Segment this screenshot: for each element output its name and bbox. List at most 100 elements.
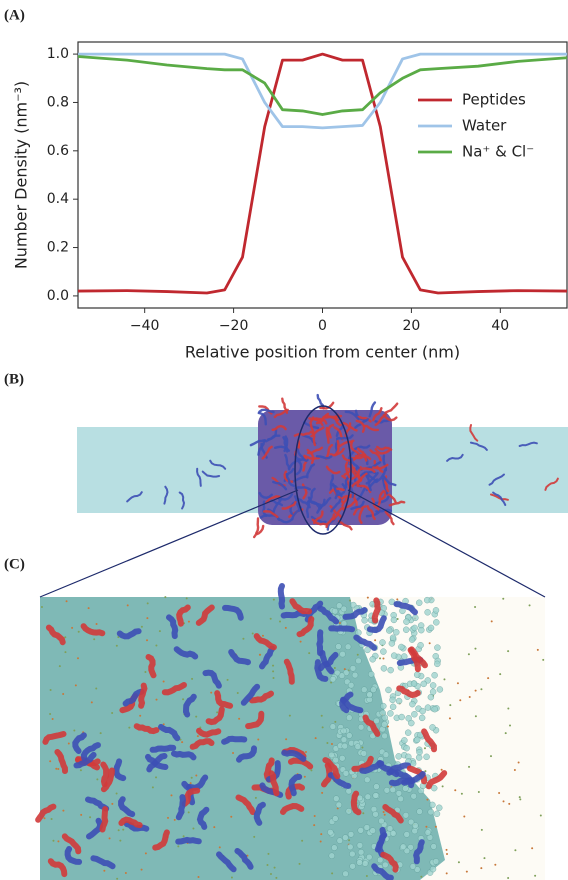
ion [313,824,316,827]
water-bead [333,795,340,802]
water-bead [387,710,394,717]
ion [440,768,443,771]
ion [43,817,46,820]
ion [507,707,510,710]
peptide [118,816,143,829]
ion [434,825,437,828]
water-bead [403,847,411,855]
ion [195,774,198,777]
water-bead [385,627,393,634]
water-bead [403,618,410,625]
ion [65,600,68,603]
series-line [77,55,568,116]
peptide [329,447,345,457]
water-bead [386,825,394,832]
ion [155,776,158,779]
peptide [118,796,136,818]
water-bead [382,861,389,869]
series-line [78,52,567,130]
ion [424,770,427,773]
y-tick-label: 0.2 [47,240,69,256]
peptide [235,794,256,815]
ion [116,877,119,880]
ion [445,872,448,875]
ion [465,870,468,873]
peptide [259,645,276,670]
peptide [380,851,399,873]
water-bead [346,732,353,739]
peptide [362,714,381,737]
ion [423,747,426,750]
water-bead [363,824,371,831]
water-bead [429,865,437,873]
ion [362,812,365,815]
water-bead [389,634,397,642]
peptide [138,682,148,709]
peptide [73,751,97,769]
ion [474,689,477,692]
peptide [328,625,356,633]
ion [272,664,275,667]
peptide [358,507,364,524]
peptide [342,607,368,620]
ion [210,691,213,694]
ion [420,875,423,878]
ion [166,816,169,819]
peptide [337,434,354,440]
ion [285,738,288,741]
peptide [304,600,324,623]
ion [504,732,507,735]
water-bead [342,834,349,841]
water-bead [412,614,419,622]
ion [272,598,275,601]
peptide [325,513,336,529]
water-bead [411,711,418,718]
water-bead [410,792,417,800]
ion [267,852,270,855]
peptide [296,616,315,638]
water-bead [397,795,404,803]
peptide [236,745,257,763]
x-tick-label: −40 [130,318,160,334]
water-bead [385,686,392,694]
peptide [518,441,538,447]
x-tick-label: 40 [491,318,509,334]
ion [115,644,118,647]
water-bead [335,801,343,809]
peptide [175,794,186,821]
ion [119,839,122,842]
ion [140,625,143,628]
ion [278,620,281,623]
water-bead [409,863,417,870]
water-bead [369,827,376,834]
peptide [319,401,335,410]
zoom-line [39,489,299,598]
zoom-line [347,489,546,598]
water-bead [416,748,423,756]
peptide [240,683,261,706]
peptide [281,749,307,762]
ion [374,639,377,642]
ion [272,677,275,680]
ion [151,786,154,789]
ion [499,673,502,676]
peptide [327,772,352,789]
peptide [293,495,301,512]
peptide [175,836,202,845]
ion [115,792,118,795]
peptide [216,851,237,873]
peptide [72,732,87,754]
ion [383,813,386,816]
water-bead [327,829,334,836]
water-bead [344,643,352,651]
ion [111,711,114,714]
peptide [255,517,260,535]
water-bead [338,672,346,679]
ion [514,849,517,852]
peptide [310,515,327,524]
ion [519,798,522,801]
ion [448,717,451,720]
ion [474,715,477,718]
ion [108,837,111,840]
water-bead [433,810,441,818]
